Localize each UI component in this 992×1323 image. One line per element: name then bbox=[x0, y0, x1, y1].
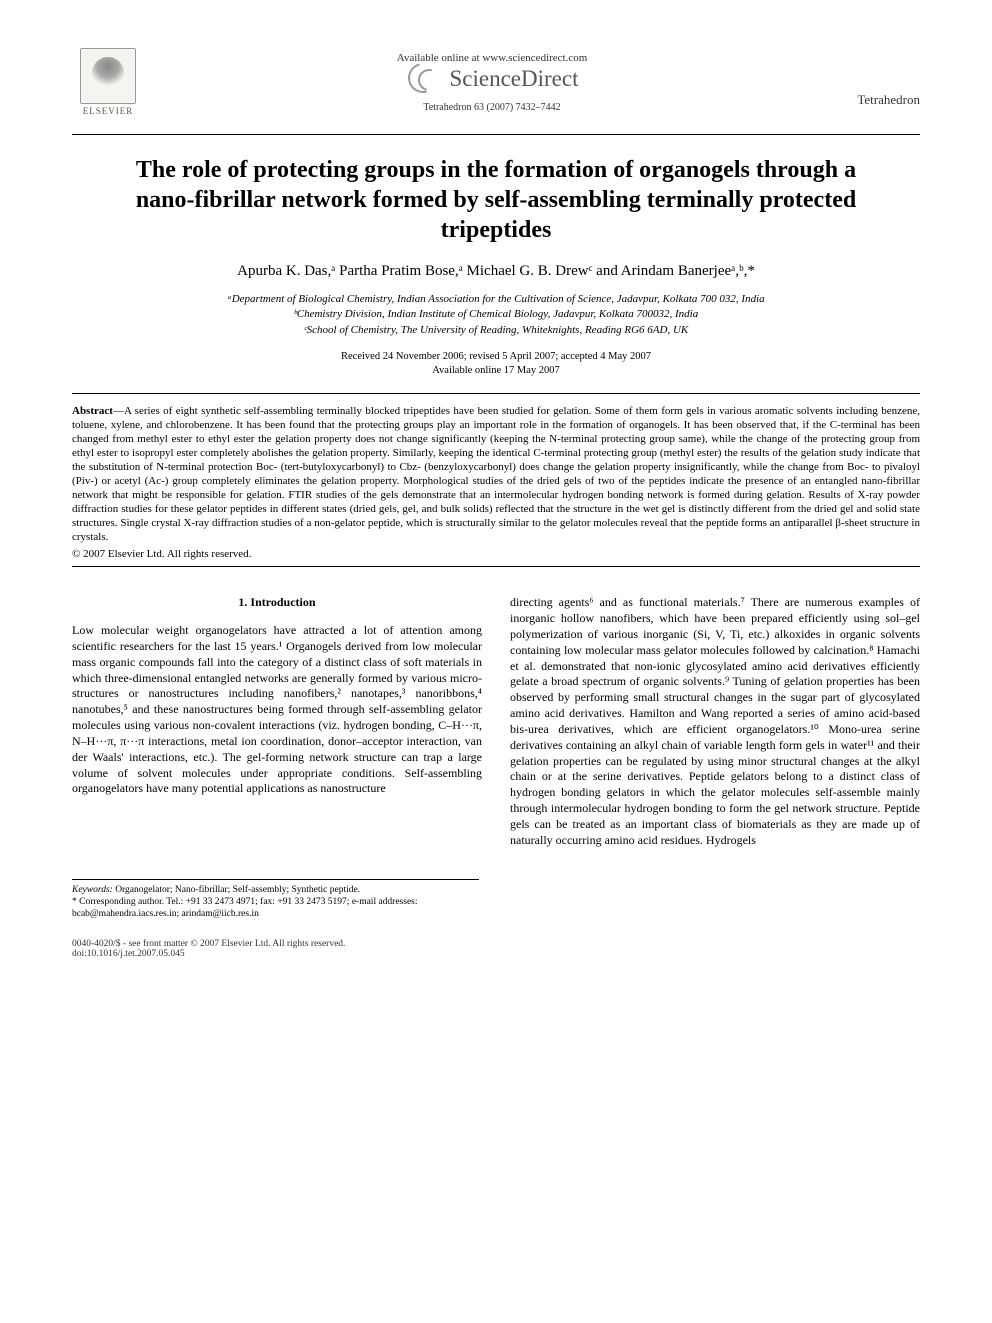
abstract-label: Abstract bbox=[72, 405, 113, 417]
header-rule bbox=[72, 134, 920, 135]
received-revised-accepted: Received 24 November 2006; revised 5 Apr… bbox=[72, 350, 920, 364]
copyright-line: © 2007 Elsevier Ltd. All rights reserved… bbox=[72, 548, 920, 560]
keywords-line: Keywords: Organogelator; Nano-fibrillar;… bbox=[72, 884, 479, 896]
abstract-top-rule bbox=[72, 393, 920, 394]
abstract-text: —A series of eight synthetic self-assemb… bbox=[72, 405, 920, 544]
left-column: 1. Introduction Low molecular weight org… bbox=[72, 595, 482, 848]
affiliation-b: ᵇChemistry Division, Indian Institute of… bbox=[72, 307, 920, 322]
page-header: ELSEVIER Available online at www.science… bbox=[72, 48, 920, 126]
sciencedirect-text: ScienceDirect bbox=[450, 66, 579, 92]
authors-line: Apurba K. Das,ᵃ Partha Pratim Bose,ᵃ Mic… bbox=[72, 263, 920, 280]
front-matter-line: 0040-4020/$ - see front matter © 2007 El… bbox=[72, 939, 345, 949]
intro-paragraph-left: Low molecular weight organogelators have… bbox=[72, 623, 482, 797]
affiliations-block: ᵃDepartment of Biological Chemistry, Ind… bbox=[72, 292, 920, 338]
elsevier-tree-icon bbox=[80, 48, 136, 104]
footer-left: 0040-4020/$ - see front matter © 2007 El… bbox=[72, 939, 345, 959]
elsevier-logo: ELSEVIER bbox=[72, 48, 144, 126]
available-online-text: Available online at www.sciencedirect.co… bbox=[144, 52, 840, 64]
keywords-label: Keywords: bbox=[72, 885, 113, 895]
sciencedirect-swoosh-icon bbox=[406, 67, 444, 91]
available-online-date: Available online 17 May 2007 bbox=[72, 364, 920, 378]
keywords-text: Organogelator; Nano-fibrillar; Self-asse… bbox=[113, 885, 360, 895]
footnotes-block: Keywords: Organogelator; Nano-fibrillar;… bbox=[72, 879, 479, 921]
journal-name: Tetrahedron bbox=[840, 48, 920, 108]
publisher-label: ELSEVIER bbox=[83, 106, 134, 116]
abstract-block: Abstract—A series of eight synthetic sel… bbox=[72, 404, 920, 545]
affiliation-a: ᵃDepartment of Biological Chemistry, Ind… bbox=[72, 292, 920, 307]
page-footer: 0040-4020/$ - see front matter © 2007 El… bbox=[72, 939, 920, 959]
abstract-bottom-rule bbox=[72, 566, 920, 567]
article-dates: Received 24 November 2006; revised 5 Apr… bbox=[72, 350, 920, 378]
corresponding-author-line: * Corresponding author. Tel.: +91 33 247… bbox=[72, 896, 479, 921]
doi-line: doi:10.1016/j.tet.2007.05.045 bbox=[72, 949, 345, 959]
body-two-column: 1. Introduction Low molecular weight org… bbox=[72, 595, 920, 848]
center-header: Available online at www.sciencedirect.co… bbox=[144, 48, 840, 113]
right-column: directing agents⁶ and as functional mate… bbox=[510, 595, 920, 848]
journal-reference: Tetrahedron 63 (2007) 7432–7442 bbox=[144, 102, 840, 113]
article-title: The role of protecting groups in the for… bbox=[112, 155, 880, 245]
sciencedirect-brand: ScienceDirect bbox=[144, 66, 840, 92]
section-1-heading: 1. Introduction bbox=[72, 595, 482, 611]
intro-paragraph-right: directing agents⁶ and as functional mate… bbox=[510, 595, 920, 848]
affiliation-c: ᶜSchool of Chemistry, The University of … bbox=[72, 323, 920, 338]
